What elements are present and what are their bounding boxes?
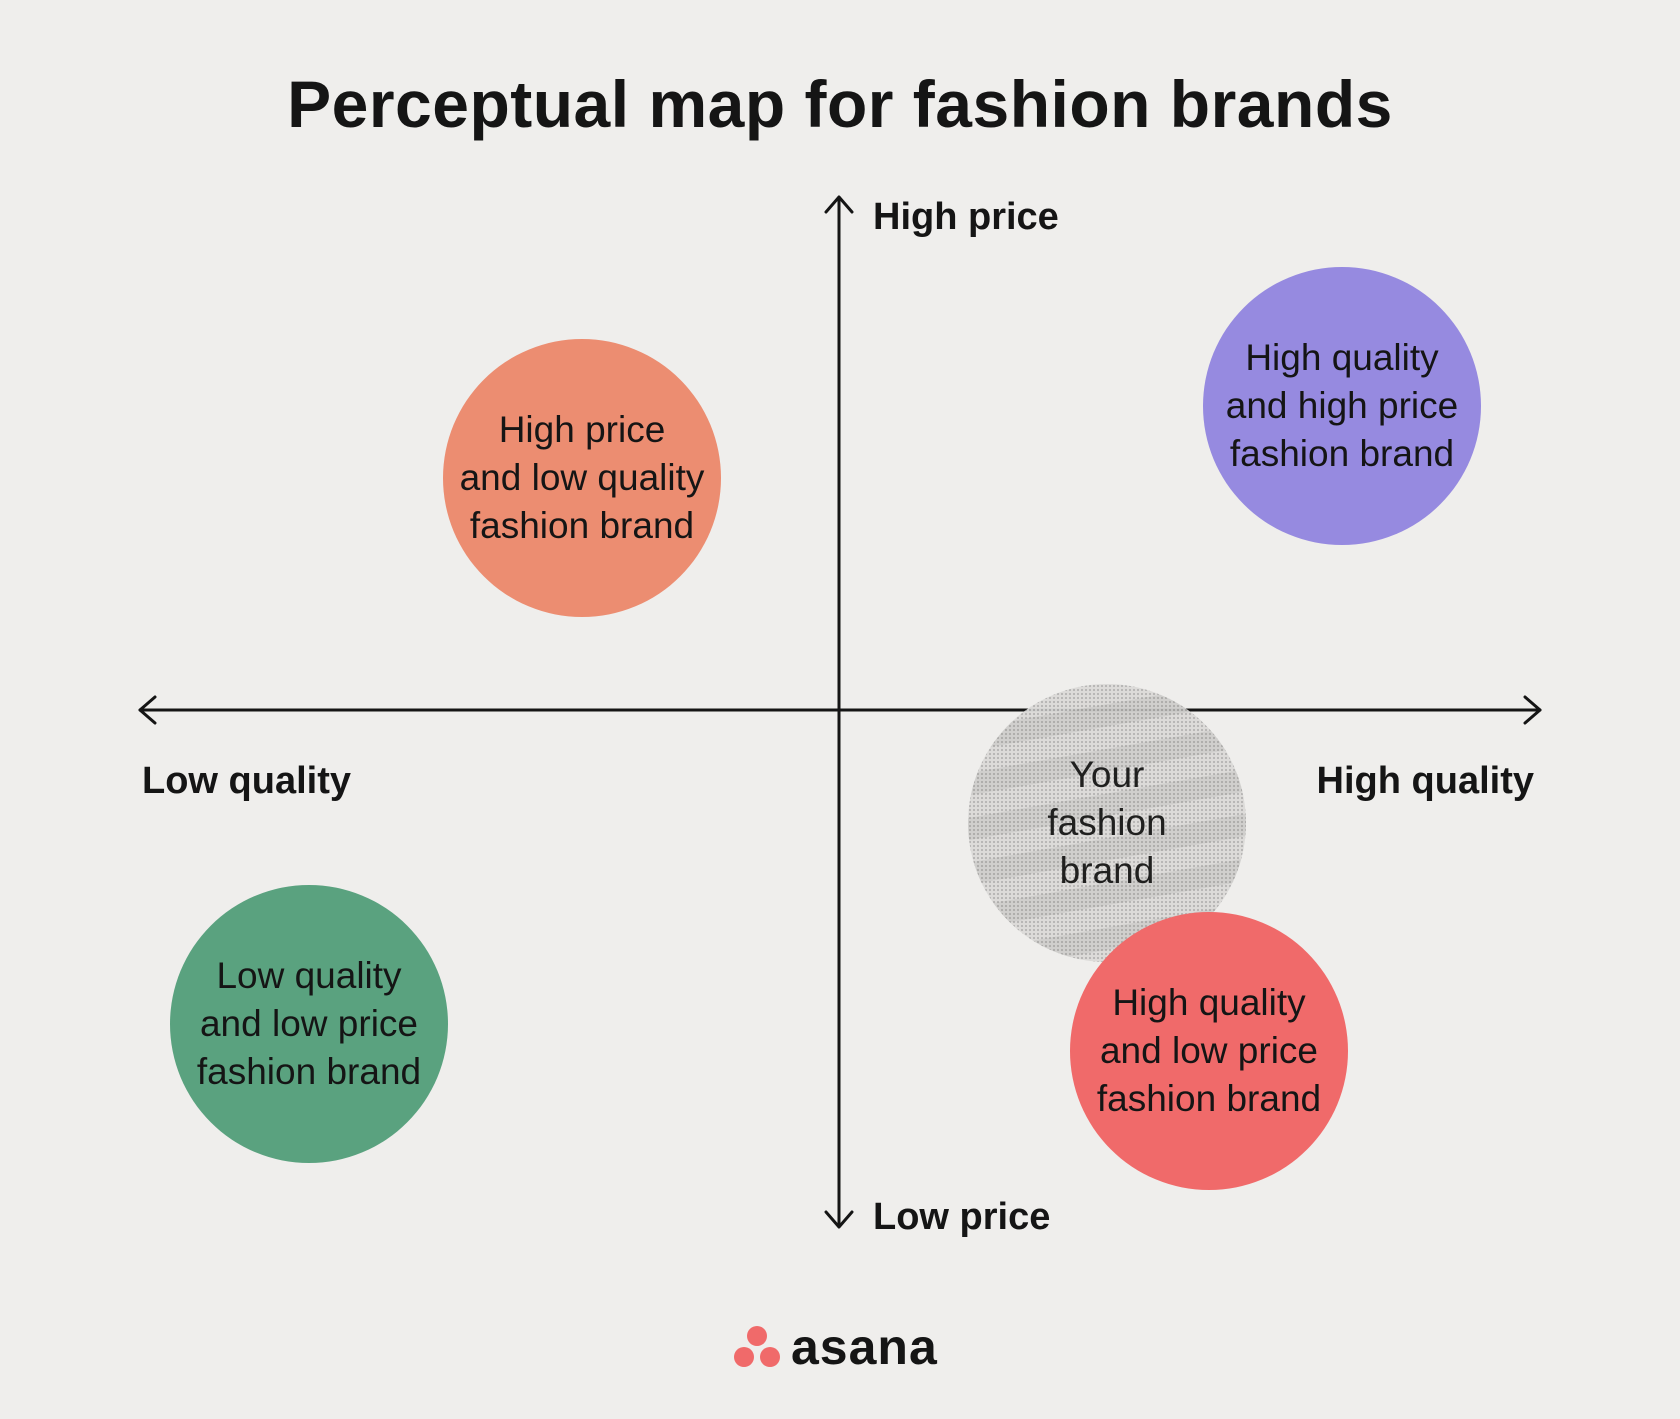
axis-label-high-quality: High quality (1316, 760, 1534, 802)
bubble-line: and high price (1225, 385, 1459, 426)
bubble-line: Low quality (216, 955, 402, 996)
bubble-line: High quality (1112, 982, 1306, 1023)
arrow-right-icon (1523, 695, 1542, 725)
bubble-line: Your (1069, 754, 1145, 795)
arrow-up-icon (824, 195, 854, 214)
bubble-line: High price (498, 409, 666, 450)
page-title: Perceptual map for fashion brands (287, 67, 1393, 141)
arrow-down-icon (824, 1210, 854, 1229)
bubble-line: High quality (1245, 337, 1439, 378)
bubble-line: fashion brand (1229, 433, 1455, 474)
bubble-low-quality-low-price: Low quality and low price fashion brand (170, 885, 448, 1163)
bubble-line: fashion (1047, 802, 1167, 843)
bubble-line: and low price (1099, 1030, 1318, 1071)
bubble-high-quality-high-price: High quality and high price fashion bran… (1203, 267, 1481, 545)
bubble-line: fashion brand (196, 1051, 422, 1092)
axis-label-low-quality: Low quality (142, 760, 351, 802)
bubble-line: fashion brand (469, 505, 695, 546)
bubble-line: brand (1059, 850, 1155, 891)
bubble-line: and low price (199, 1003, 418, 1044)
asana-dots-icon (734, 1326, 780, 1367)
bubble-high-quality-low-price: High quality and low price fashion brand (1070, 912, 1348, 1190)
logo-text: asana (791, 1319, 938, 1375)
bubble-line: and low quality (459, 457, 705, 498)
bubble-high-price-low-quality: High price and low quality fashion brand (443, 339, 721, 617)
axis-label-high-price: High price (873, 196, 1059, 238)
axis-label-low-price: Low price (873, 1196, 1051, 1238)
asana-logo: asana (733, 1318, 938, 1376)
bubble-line: fashion brand (1096, 1078, 1322, 1119)
arrow-left-icon (138, 695, 157, 725)
bubble-your-fashion-brand: Your fashion brand (968, 684, 1246, 962)
